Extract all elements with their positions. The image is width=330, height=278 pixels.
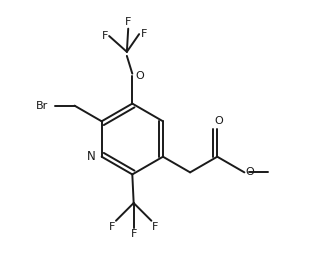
- Text: F: F: [101, 31, 108, 41]
- Text: O: O: [214, 116, 223, 126]
- Text: N: N: [87, 150, 96, 163]
- Text: F: F: [109, 222, 115, 232]
- Text: F: F: [130, 229, 137, 239]
- Text: Br: Br: [36, 101, 49, 111]
- Text: F: F: [125, 17, 131, 27]
- Text: O: O: [136, 71, 144, 81]
- Text: F: F: [152, 222, 159, 232]
- Text: O: O: [246, 167, 254, 177]
- Text: F: F: [141, 29, 147, 39]
